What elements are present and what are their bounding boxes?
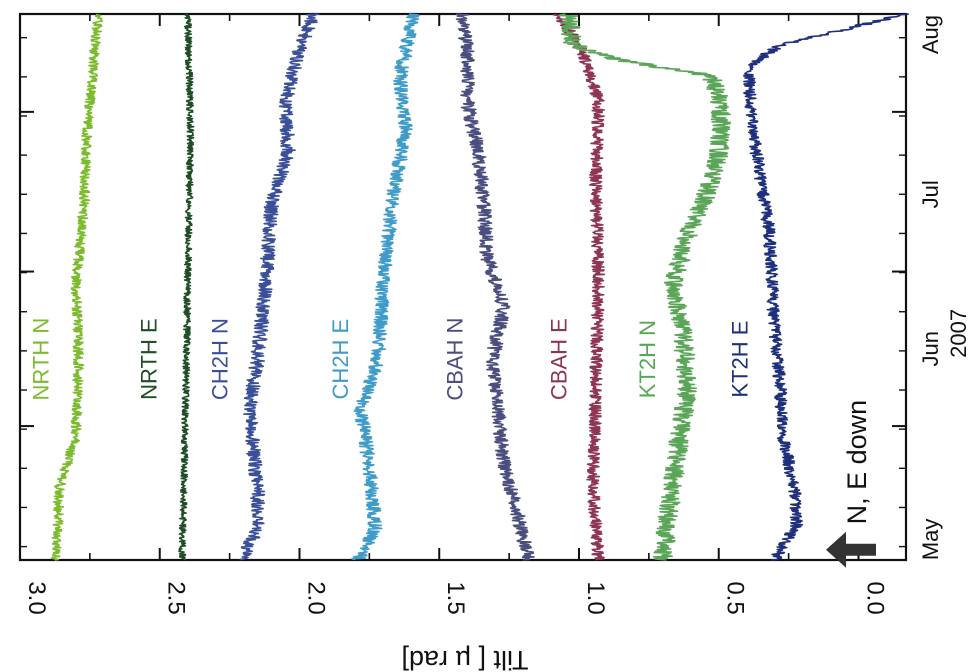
series-line-ch2h-n xyxy=(239,13,320,561)
series-label-kt2h-e: KT2H E xyxy=(727,321,752,398)
series-label-nrth-n: NRTH N xyxy=(29,318,54,401)
month-label: Jul xyxy=(918,180,943,208)
series-label-ch2h-e: CH2H E xyxy=(328,319,353,400)
series-line-nrth-e xyxy=(178,13,195,561)
y-tick-label: 1.0 xyxy=(582,581,609,614)
y-tick-label: 2.0 xyxy=(302,581,329,614)
series-label-nrth-e: NRTH E xyxy=(136,318,161,400)
y-tick-label: 1.5 xyxy=(442,581,469,614)
down-arrow-icon xyxy=(826,531,876,568)
y-tick-label: 3.0 xyxy=(23,581,50,614)
series-label-cbah-e: CBAH E xyxy=(546,318,571,400)
axis-ticks: 3.0 2.5 2.0 1.5 1.0 0.5 0.0 May Jun Jul Aug xyxy=(19,14,943,615)
series-labels: NRTH N NRTH E CH2H N CH2H E CBAH N CBAH E KT2H… xyxy=(29,318,753,401)
y-tick-label: 2.5 xyxy=(163,581,190,614)
annotation-text: N, E down xyxy=(842,400,872,525)
direction-annotation: N, E down xyxy=(826,400,876,568)
series-lines xyxy=(50,13,909,561)
y-tick-label: 0.5 xyxy=(722,581,749,614)
month-label: May xyxy=(918,519,943,561)
series-label-ch2h-n: CH2H N xyxy=(208,318,233,400)
series-line-kt2h-e xyxy=(743,13,909,561)
series-label-kt2h-n: KT2H N xyxy=(635,320,660,398)
y-tick-label: 0.0 xyxy=(861,581,888,614)
series-line-ch2h-e xyxy=(351,13,420,561)
month-label: Jun xyxy=(918,331,943,366)
series-label-cbah-n: CBAH N xyxy=(442,318,467,401)
series-line-kt2h-n xyxy=(558,13,731,561)
x-axis-label: 2007 xyxy=(946,309,970,358)
y-axis-label: Tilt [ µ rad] xyxy=(401,645,528,672)
series-line-cbah-n xyxy=(455,13,535,561)
month-label: Aug xyxy=(918,15,943,54)
series-line-cbah-e xyxy=(552,13,606,561)
series-line-nrth-n xyxy=(50,13,104,561)
